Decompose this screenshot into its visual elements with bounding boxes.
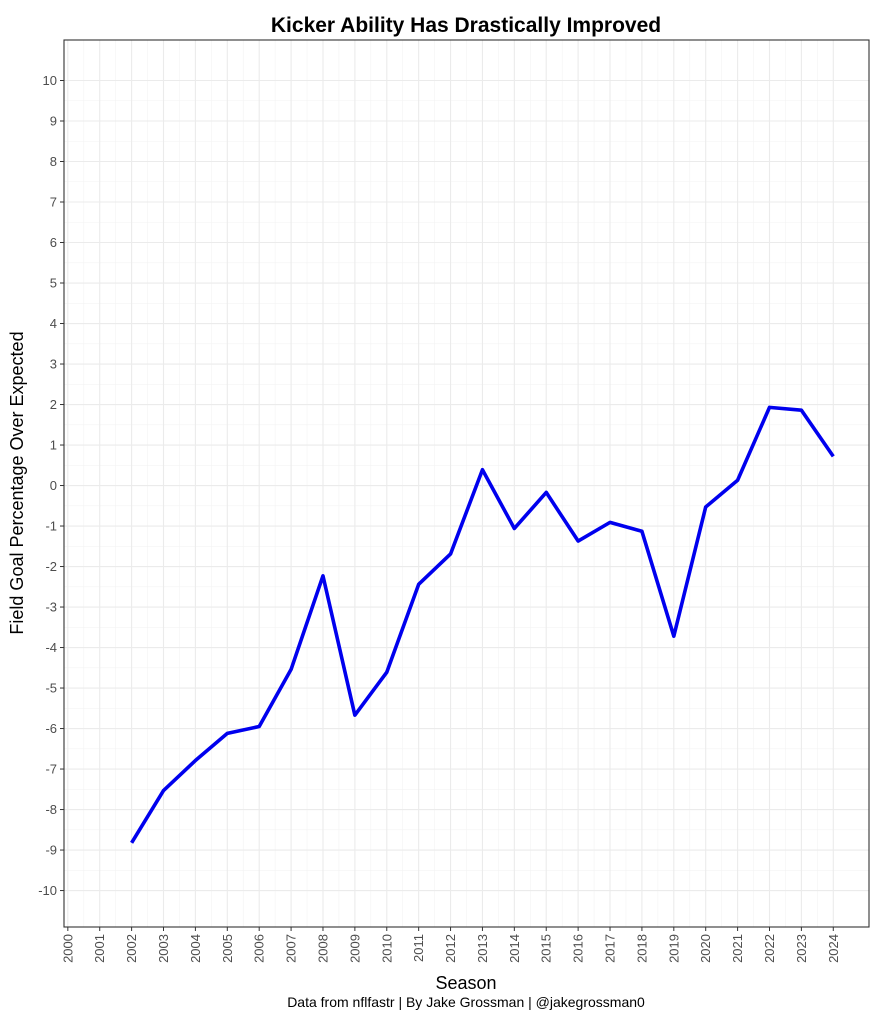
chart-caption: Data from nflfastr | By Jake Grossman | … [287,994,645,1010]
y-tick-label: -5 [45,681,57,696]
x-tick-label: 2009 [347,934,362,963]
y-tick-label: 10 [43,73,57,88]
y-tick-label: -6 [45,721,57,736]
x-tick-label: 2006 [252,934,267,963]
y-tick-label: 2 [50,397,57,412]
y-tick-label: -2 [45,559,57,574]
y-tick-label: 7 [50,195,57,210]
x-tick-label: 2017 [603,934,618,963]
y-tick-label: -10 [38,883,57,898]
minor-gridlines [64,40,869,927]
y-tick-label: -1 [45,519,57,534]
series-line [130,405,835,844]
y-tick-label: -8 [45,802,57,817]
panel-border [63,39,870,928]
x-tick-label: 2013 [475,934,490,963]
chart-title: Kicker Ability Has Drastically Improved [271,14,661,37]
y-tick-label: 9 [50,114,57,129]
x-tick-label: 2024 [826,934,841,963]
y-tick-label: 8 [50,154,57,169]
x-tick-label: 2018 [634,934,649,963]
x-tick-label: 2003 [156,934,171,963]
x-axis-title: Season [435,973,496,993]
x-tick-label: 2002 [124,934,139,963]
x-axis: 2000 2001 2002 2003 2004 2005 2006 2007 2008 2009… [60,927,841,963]
y-tick-label: -3 [45,600,57,615]
x-tick-label: 2005 [220,934,235,963]
x-tick-label: 2021 [730,934,745,963]
x-tick-label: 2022 [762,934,777,963]
x-tick-label: 2004 [188,934,203,963]
y-tick-label: -7 [45,762,57,777]
y-tick-label: 6 [50,235,57,250]
y-tick-label: 3 [50,357,57,372]
y-axis-title: Field Goal Percentage Over Expected [7,331,27,634]
x-tick-label: 2020 [698,934,713,963]
x-tick-label: 2008 [315,934,330,963]
y-tick-label: 4 [50,316,57,331]
y-tick-label: 1 [50,438,57,453]
x-tick-label: 2007 [284,934,299,963]
y-tick-label: -4 [45,640,57,655]
x-tick-label: 2012 [443,934,458,963]
y-tick-label: -9 [45,843,57,858]
x-tick-label: 2010 [379,934,394,963]
major-gridlines [64,40,869,927]
x-tick-label: 2014 [507,934,522,963]
y-tick-label: 0 [50,478,57,493]
x-tick-label: 2001 [92,934,107,963]
y-tick-label: 5 [50,276,57,291]
x-tick-label: 2016 [571,934,586,963]
x-tick-label: 2023 [794,934,809,963]
x-tick-label: 2000 [60,934,75,963]
x-tick-label: 2019 [666,934,681,963]
x-tick-label: 2011 [411,934,426,962]
x-tick-label: 2015 [539,934,554,963]
